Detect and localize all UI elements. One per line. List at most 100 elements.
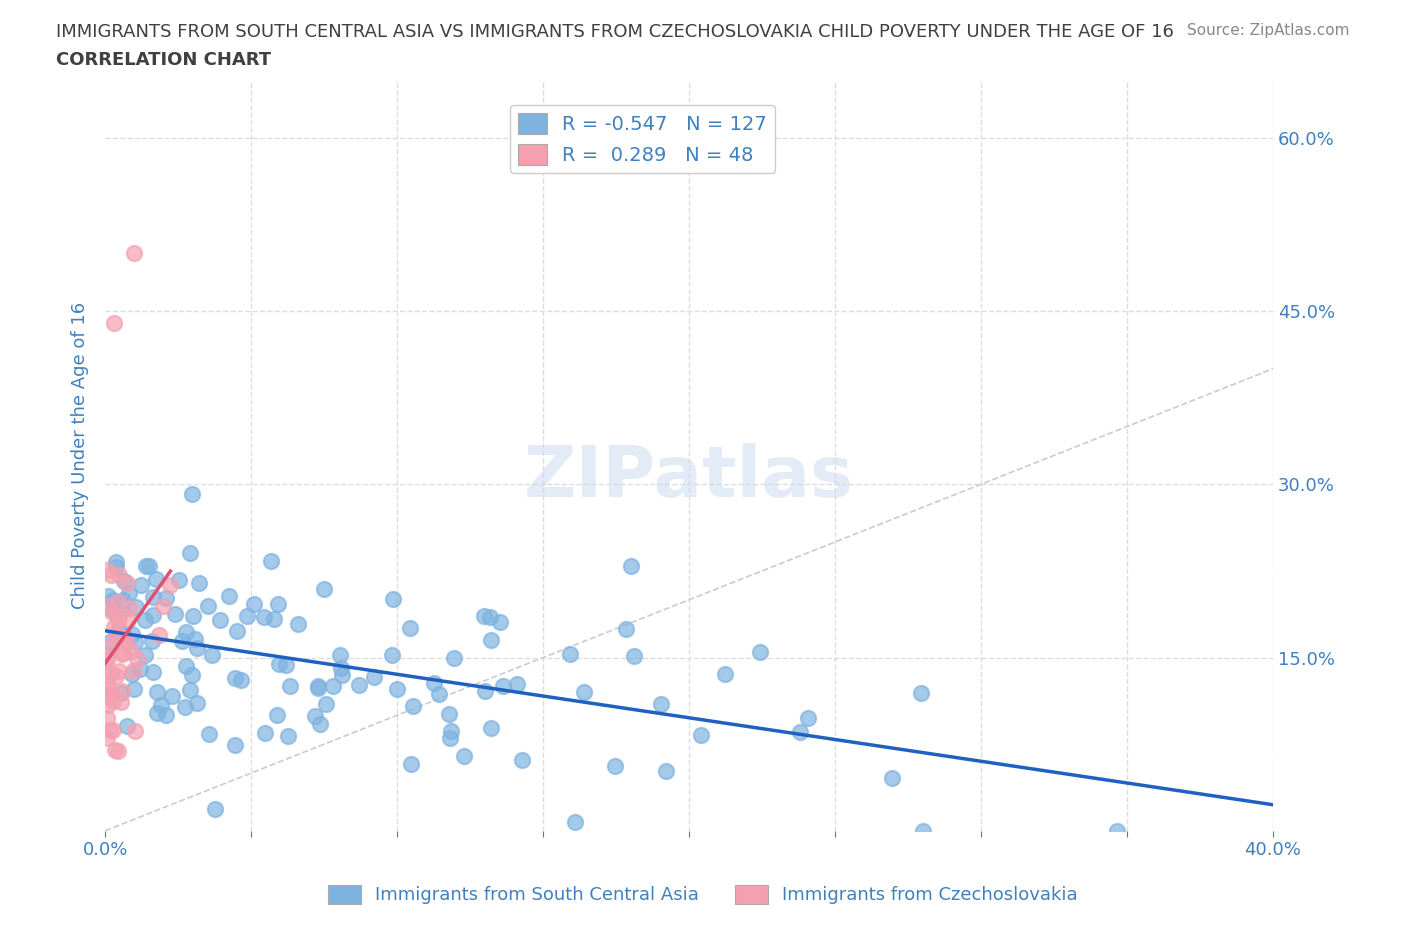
Point xyxy=(96,668,118,683)
Point xyxy=(363,670,385,684)
Point xyxy=(266,708,288,723)
Point xyxy=(174,699,197,714)
Point xyxy=(138,558,160,573)
Point xyxy=(650,697,672,711)
Point xyxy=(120,644,142,658)
Point xyxy=(506,677,529,692)
Point xyxy=(439,731,461,746)
Point xyxy=(402,698,425,713)
Point xyxy=(689,727,711,742)
Point xyxy=(105,554,128,569)
Point xyxy=(100,687,122,702)
Point xyxy=(474,684,496,699)
Point xyxy=(312,582,335,597)
Text: IMMIGRANTS FROM SOUTH CENTRAL ASIA VS IMMIGRANTS FROM CZECHOSLOVAKIA CHILD POVER: IMMIGRANTS FROM SOUTH CENTRAL ASIA VS IM… xyxy=(56,23,1174,41)
Point xyxy=(201,648,224,663)
Point xyxy=(121,666,143,681)
Point xyxy=(797,711,820,725)
Point xyxy=(385,681,408,696)
Point xyxy=(226,623,249,638)
Point xyxy=(330,668,353,683)
Point xyxy=(172,633,194,648)
Point xyxy=(115,576,138,591)
Point xyxy=(142,607,165,622)
Point xyxy=(276,658,298,672)
Legend: Immigrants from South Central Asia, Immigrants from Czechoslovakia: Immigrants from South Central Asia, Immi… xyxy=(321,877,1085,911)
Point xyxy=(125,652,148,667)
Point xyxy=(381,648,404,663)
Point xyxy=(330,660,353,675)
Point xyxy=(882,770,904,785)
Point xyxy=(322,678,344,693)
Point xyxy=(479,721,502,736)
Point xyxy=(101,723,124,737)
Point xyxy=(96,711,118,725)
Point xyxy=(304,708,326,723)
Point xyxy=(97,589,120,604)
Point xyxy=(100,568,122,583)
Point xyxy=(174,658,197,673)
Point xyxy=(112,631,135,645)
Text: CORRELATION CHART: CORRELATION CHART xyxy=(56,51,271,69)
Point xyxy=(472,608,495,623)
Point xyxy=(104,742,127,757)
Point xyxy=(423,675,446,690)
Point xyxy=(110,604,132,618)
Point xyxy=(97,599,120,614)
Point xyxy=(188,576,211,591)
Point xyxy=(115,719,138,734)
Point xyxy=(789,724,811,739)
Point xyxy=(155,708,177,723)
Point xyxy=(108,567,131,582)
Point xyxy=(263,612,285,627)
Point xyxy=(478,609,501,624)
Point xyxy=(155,591,177,605)
Point xyxy=(121,627,143,642)
Point xyxy=(198,726,221,741)
Point xyxy=(381,591,404,606)
Point xyxy=(278,679,301,694)
Point xyxy=(111,647,134,662)
Point xyxy=(453,749,475,764)
Point xyxy=(96,653,118,668)
Point xyxy=(101,604,124,619)
Point xyxy=(512,752,534,767)
Point xyxy=(253,610,276,625)
Point xyxy=(308,717,330,732)
Point xyxy=(110,695,132,710)
Point xyxy=(714,667,737,682)
Point xyxy=(197,598,219,613)
Point xyxy=(229,672,252,687)
Point xyxy=(124,634,146,649)
Point xyxy=(112,593,135,608)
Point xyxy=(107,743,129,758)
Point xyxy=(111,683,134,698)
Point xyxy=(1107,823,1129,838)
Point xyxy=(122,663,145,678)
Point xyxy=(117,612,139,627)
Point xyxy=(440,724,463,738)
Point xyxy=(111,645,134,660)
Point xyxy=(149,698,172,712)
Point xyxy=(910,685,932,700)
Point xyxy=(146,705,169,720)
Point xyxy=(105,559,128,574)
Point xyxy=(141,664,163,679)
Point xyxy=(179,683,201,698)
Point xyxy=(492,678,515,693)
Point xyxy=(135,559,157,574)
Point xyxy=(209,613,232,628)
Point xyxy=(103,603,125,618)
Point xyxy=(243,597,266,612)
Point xyxy=(183,608,205,623)
Point xyxy=(100,666,122,681)
Text: Source: ZipAtlas.com: Source: ZipAtlas.com xyxy=(1187,23,1350,38)
Point xyxy=(124,724,146,738)
Point xyxy=(100,638,122,653)
Point xyxy=(160,689,183,704)
Point xyxy=(186,640,208,655)
Point xyxy=(124,600,146,615)
Point xyxy=(439,707,461,722)
Point xyxy=(108,622,131,637)
Point xyxy=(108,628,131,643)
